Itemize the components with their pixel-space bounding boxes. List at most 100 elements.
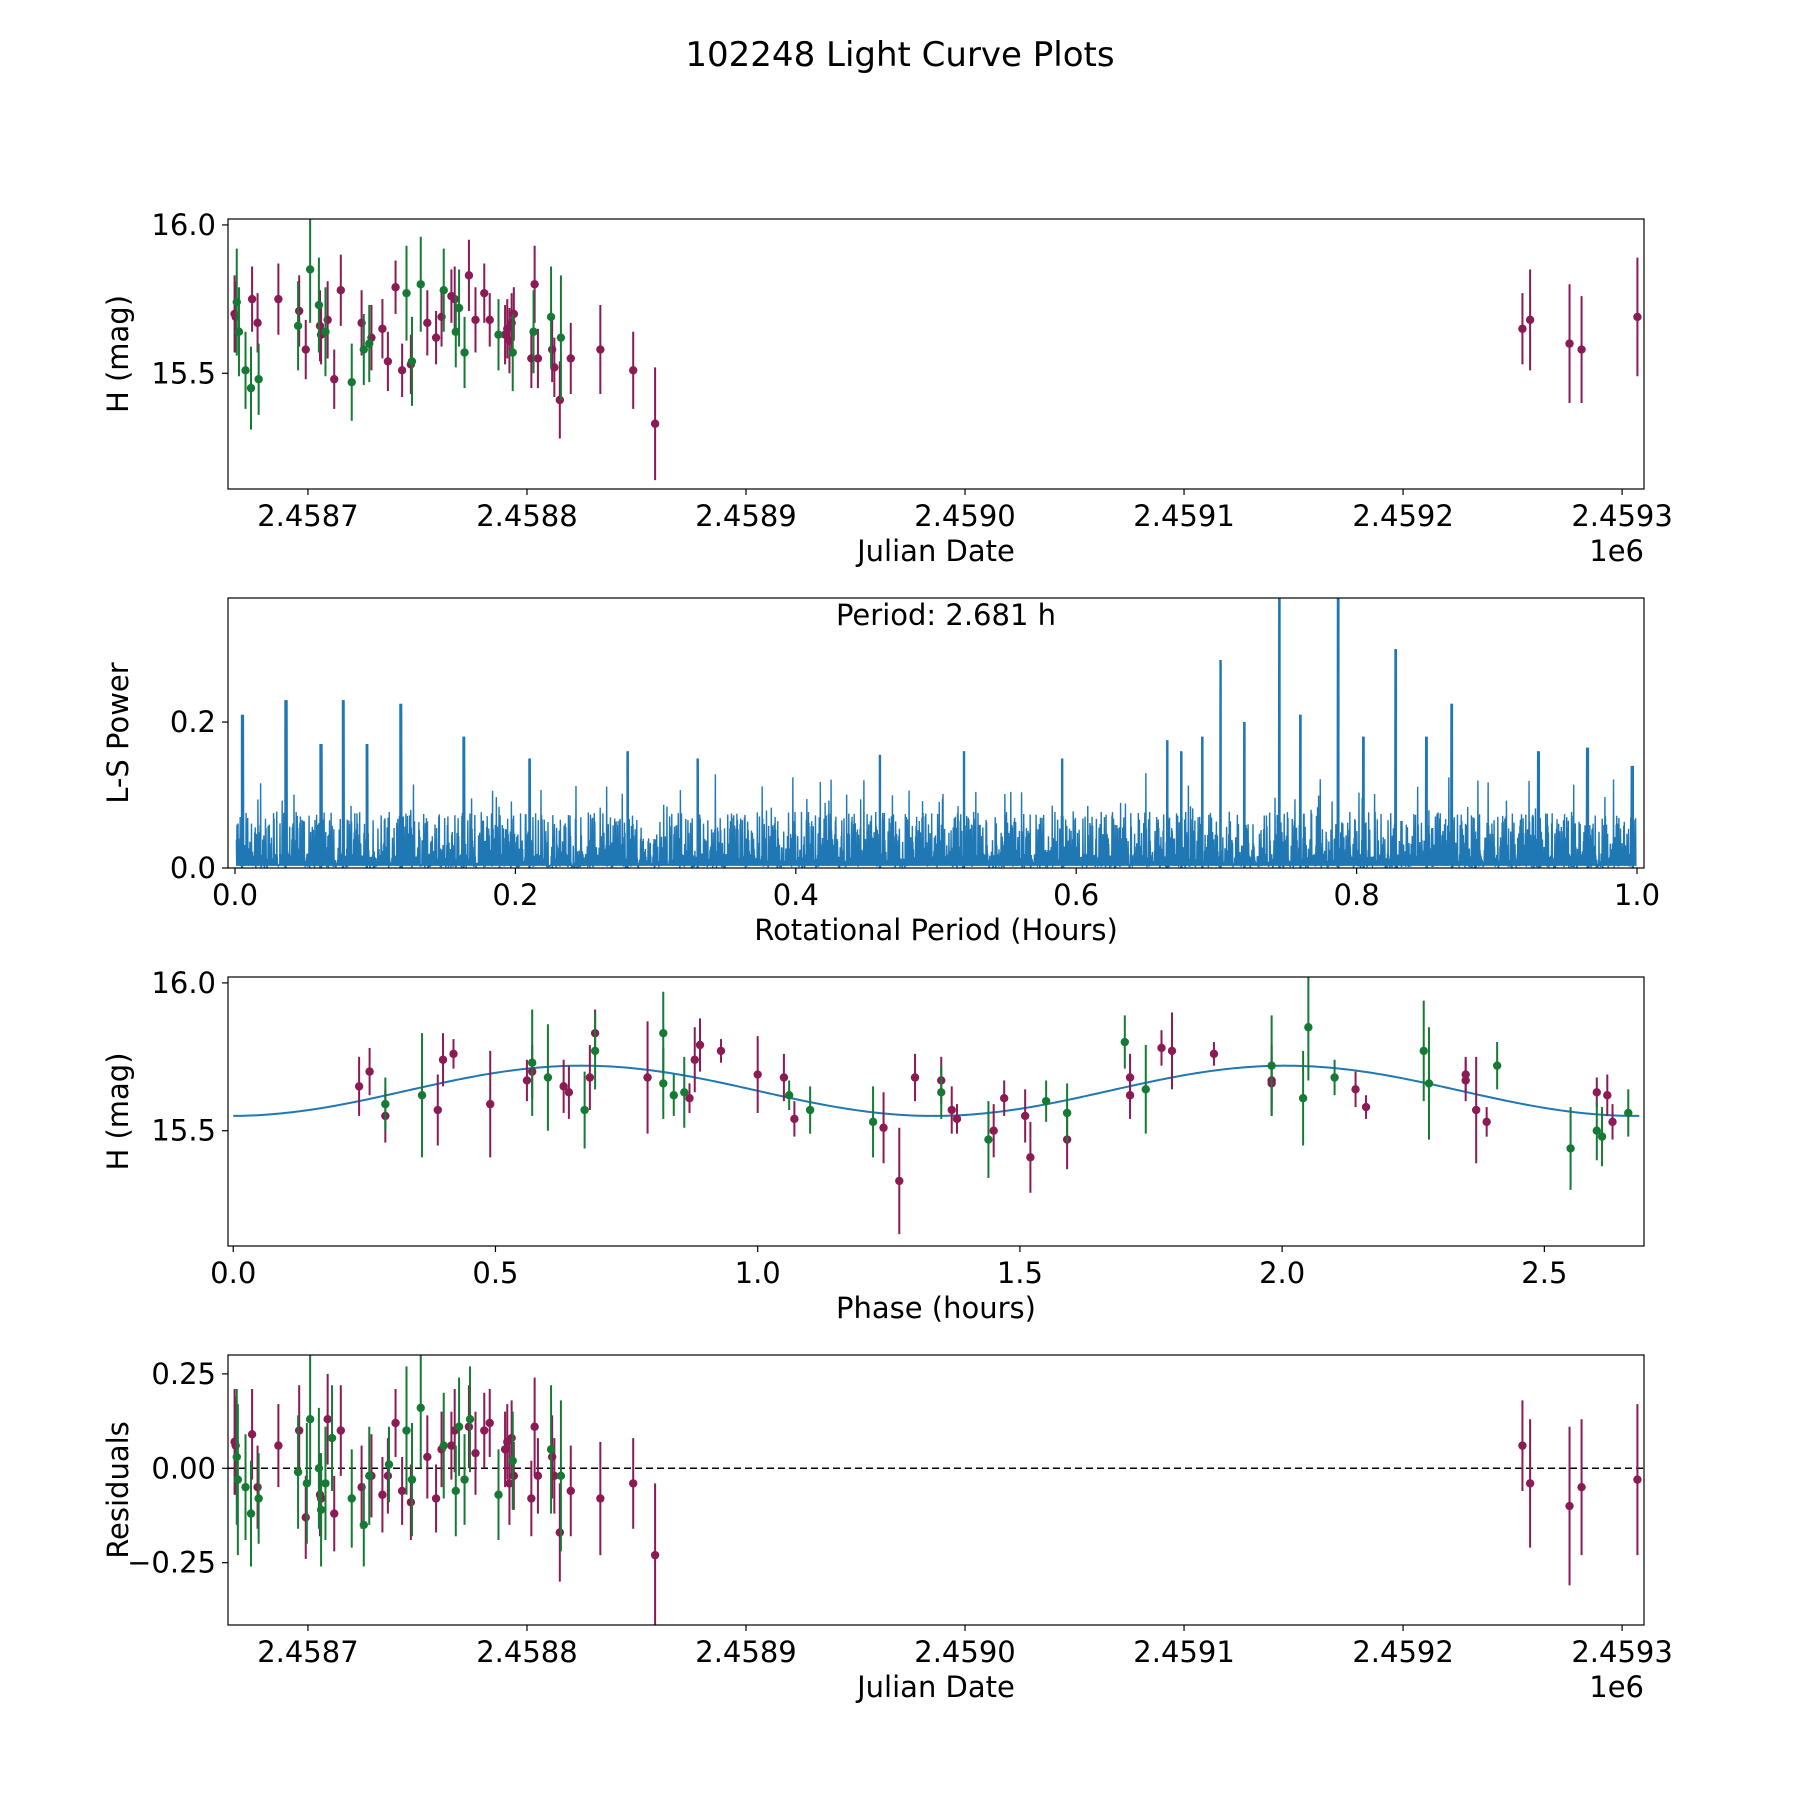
y-tick-label: 0.2 xyxy=(170,705,216,739)
data-point xyxy=(336,286,345,295)
data-point xyxy=(628,366,638,375)
period-annotation: Period: 2.681 h xyxy=(836,598,1056,632)
data-point xyxy=(460,348,469,357)
data-point xyxy=(1608,1117,1617,1127)
data-point xyxy=(1141,1085,1150,1094)
data-point xyxy=(450,294,459,304)
data-point xyxy=(1026,1153,1035,1162)
x-tick-label: 0.0 xyxy=(210,1256,256,1290)
data-point xyxy=(1633,1475,1642,1484)
data-point xyxy=(464,271,474,280)
data-point xyxy=(999,1093,1009,1103)
data-point xyxy=(1565,339,1574,348)
data-point xyxy=(779,1073,789,1082)
data-point xyxy=(1020,1111,1030,1121)
data-point xyxy=(302,1479,312,1488)
data-point xyxy=(556,333,566,342)
data-point xyxy=(1633,312,1642,322)
data-point xyxy=(451,327,460,336)
x-tick-label: 2.4592 xyxy=(1352,1635,1453,1669)
x-tick-label: 0.0 xyxy=(212,878,258,912)
data-point xyxy=(451,1486,460,1496)
axes-frame xyxy=(227,597,1645,869)
x-axis-label: Julian Date xyxy=(855,1670,1015,1704)
data-point xyxy=(1624,1108,1633,1118)
data-point xyxy=(566,354,575,363)
data-point xyxy=(1597,1132,1607,1141)
y-tick-label: 15.5 xyxy=(151,1114,216,1148)
y-tick-label: 16.0 xyxy=(151,966,216,1000)
data-point xyxy=(1419,1046,1428,1056)
y-tick-label: −0.25 xyxy=(127,1546,216,1580)
data-point xyxy=(485,315,494,325)
data-point xyxy=(522,1076,532,1085)
data-point xyxy=(1482,1117,1491,1127)
data-point xyxy=(354,1082,364,1091)
data-point xyxy=(1577,1482,1586,1492)
data-point xyxy=(465,1414,475,1424)
data-point xyxy=(952,1114,962,1124)
data-point xyxy=(407,1475,417,1484)
data-point xyxy=(232,1452,241,1462)
data-points xyxy=(354,977,1633,1235)
data-point xyxy=(423,318,432,328)
x-tick-label: 2.4592 xyxy=(1352,499,1453,533)
data-point xyxy=(471,1448,480,1458)
data-point xyxy=(685,1093,694,1103)
data-point xyxy=(1304,1023,1313,1032)
data-point xyxy=(1492,1061,1502,1070)
data-point xyxy=(294,306,304,316)
data-point xyxy=(480,1426,489,1435)
data-point xyxy=(596,345,605,354)
x-tick-label: 2.4588 xyxy=(476,1635,577,1669)
data-point xyxy=(1361,1102,1371,1112)
x-tick-label: 0.8 xyxy=(1334,878,1380,912)
data-point xyxy=(464,1422,474,1431)
data-point xyxy=(365,1067,374,1076)
series-r xyxy=(230,1373,1642,1625)
data-point xyxy=(1525,315,1535,325)
data-point xyxy=(805,1105,815,1115)
x-tick-label: 0.6 xyxy=(1053,878,1099,912)
y-tick-label: 16.0 xyxy=(151,208,216,242)
data-point xyxy=(407,357,417,366)
data-point xyxy=(246,1509,256,1518)
axes-frame xyxy=(227,1354,1645,1626)
data-point xyxy=(566,1486,575,1496)
x-tick-label: 2.4590 xyxy=(914,1635,1015,1669)
data-point xyxy=(438,1055,448,1064)
data-point xyxy=(659,1079,668,1088)
periodogram-panel: 0.0 0.2 0.4 0.6 0.8 1.0 0.0 0.2 Rotational Perio… xyxy=(101,597,1660,947)
data-point xyxy=(596,1494,605,1503)
data-point xyxy=(508,348,517,357)
data-point xyxy=(378,324,387,333)
data-point xyxy=(1330,1073,1339,1082)
x-tick-label: 2.4593 xyxy=(1571,499,1672,533)
data-point xyxy=(564,1088,574,1097)
data-point xyxy=(1461,1070,1470,1079)
data-point xyxy=(585,1073,595,1082)
data-point xyxy=(494,1490,503,1499)
data-point xyxy=(650,419,660,428)
data-point xyxy=(1209,1049,1219,1059)
data-point xyxy=(359,345,368,354)
y-axis-label: L-S Power xyxy=(101,662,135,803)
series-g xyxy=(381,977,1633,1190)
periodogram-line xyxy=(235,598,1637,868)
y-axis-label: Residuals xyxy=(101,1421,135,1559)
data-point xyxy=(643,1073,652,1082)
series-g xyxy=(232,219,566,430)
data-point xyxy=(247,1430,257,1439)
data-point xyxy=(327,1433,337,1443)
data-point xyxy=(241,366,250,375)
data-points xyxy=(230,1355,1642,1625)
data-point xyxy=(378,1490,387,1499)
data-point xyxy=(530,280,539,289)
data-point xyxy=(347,377,356,387)
data-point xyxy=(391,1418,400,1428)
data-point xyxy=(494,330,503,339)
data-points xyxy=(230,219,1642,481)
y-tick-label: 15.5 xyxy=(151,356,216,390)
data-point xyxy=(1518,324,1527,333)
data-point xyxy=(433,1105,442,1115)
